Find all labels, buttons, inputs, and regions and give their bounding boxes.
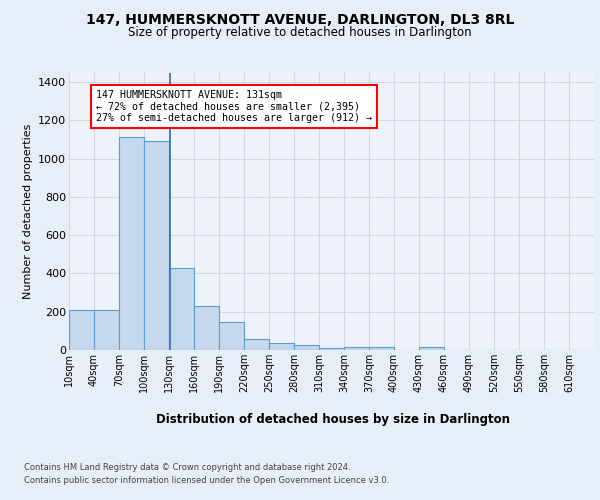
Text: 147, HUMMERSKNOTT AVENUE, DARLINGTON, DL3 8RL: 147, HUMMERSKNOTT AVENUE, DARLINGTON, DL… — [86, 12, 514, 26]
Bar — [244, 339, 269, 350]
Bar — [369, 347, 394, 350]
Text: Distribution of detached houses by size in Darlington: Distribution of detached houses by size … — [156, 412, 510, 426]
Bar — [169, 268, 194, 350]
Bar — [344, 347, 369, 350]
Bar — [119, 136, 144, 350]
Bar — [194, 306, 219, 350]
Bar — [144, 142, 169, 350]
Bar — [94, 310, 119, 350]
Text: Size of property relative to detached houses in Darlington: Size of property relative to detached ho… — [128, 26, 472, 39]
Text: Contains HM Land Registry data © Crown copyright and database right 2024.: Contains HM Land Registry data © Crown c… — [24, 462, 350, 471]
Bar — [294, 345, 319, 350]
Text: 147 HUMMERSKNOTT AVENUE: 131sqm
← 72% of detached houses are smaller (2,395)
27%: 147 HUMMERSKNOTT AVENUE: 131sqm ← 72% of… — [95, 90, 371, 123]
Bar — [319, 348, 344, 350]
Bar — [69, 310, 94, 350]
Bar — [219, 322, 244, 350]
Text: Contains public sector information licensed under the Open Government Licence v3: Contains public sector information licen… — [24, 476, 389, 485]
Y-axis label: Number of detached properties: Number of detached properties — [23, 124, 32, 299]
Bar — [269, 342, 294, 350]
Bar — [419, 347, 444, 350]
